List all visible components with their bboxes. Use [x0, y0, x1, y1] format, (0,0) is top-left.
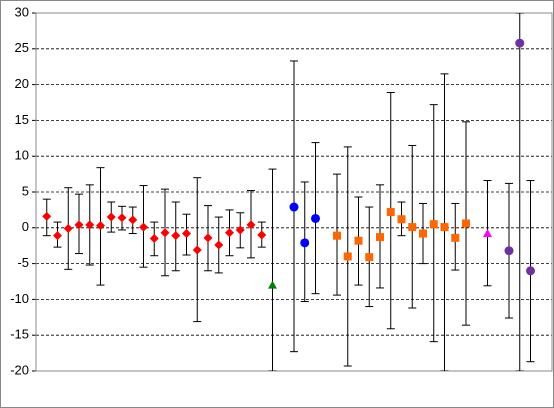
y-tick-label: -5 [17, 255, 29, 270]
point [451, 233, 460, 242]
point [365, 253, 374, 262]
point [376, 233, 384, 242]
point [419, 229, 427, 238]
point [214, 240, 224, 250]
point [85, 220, 95, 230]
point [117, 213, 127, 223]
point [397, 215, 406, 224]
point [515, 38, 525, 48]
point [96, 221, 105, 231]
point [333, 231, 341, 240]
y-tick-label: 0 [22, 219, 29, 234]
point [225, 228, 234, 238]
y-tick-label: 10 [15, 148, 29, 163]
point [63, 224, 73, 234]
point [289, 202, 299, 212]
point [268, 280, 277, 289]
point [182, 229, 191, 239]
point [171, 231, 181, 241]
y-tick-label: -20 [10, 362, 29, 377]
point [246, 220, 256, 230]
point [504, 246, 514, 256]
y-tick-label: 25 [15, 40, 29, 55]
y-tick-label: 30 [15, 4, 29, 19]
y-tick-label: 5 [22, 183, 29, 198]
point [343, 252, 352, 261]
plot-area-border [35, 12, 553, 372]
point [408, 223, 417, 232]
point [257, 230, 267, 240]
point [74, 220, 84, 230]
point [53, 231, 62, 241]
point [139, 222, 148, 232]
point [526, 266, 535, 276]
point [311, 213, 320, 223]
point [192, 245, 202, 255]
point [483, 229, 492, 238]
point [440, 223, 449, 232]
point [386, 208, 395, 217]
point [429, 220, 438, 229]
point [203, 233, 213, 243]
y-tick-label: 15 [15, 112, 29, 127]
point [42, 211, 52, 221]
point [300, 238, 310, 248]
point [462, 219, 470, 228]
point [106, 212, 116, 222]
point [128, 215, 138, 225]
point [235, 225, 245, 235]
point [354, 236, 363, 245]
y-tick-label: 20 [15, 76, 29, 91]
y-tick-label: -15 [10, 327, 29, 342]
point [160, 228, 170, 238]
y-tick-label: -10 [10, 291, 29, 306]
plot-content [42, 13, 535, 371]
point [149, 234, 159, 244]
